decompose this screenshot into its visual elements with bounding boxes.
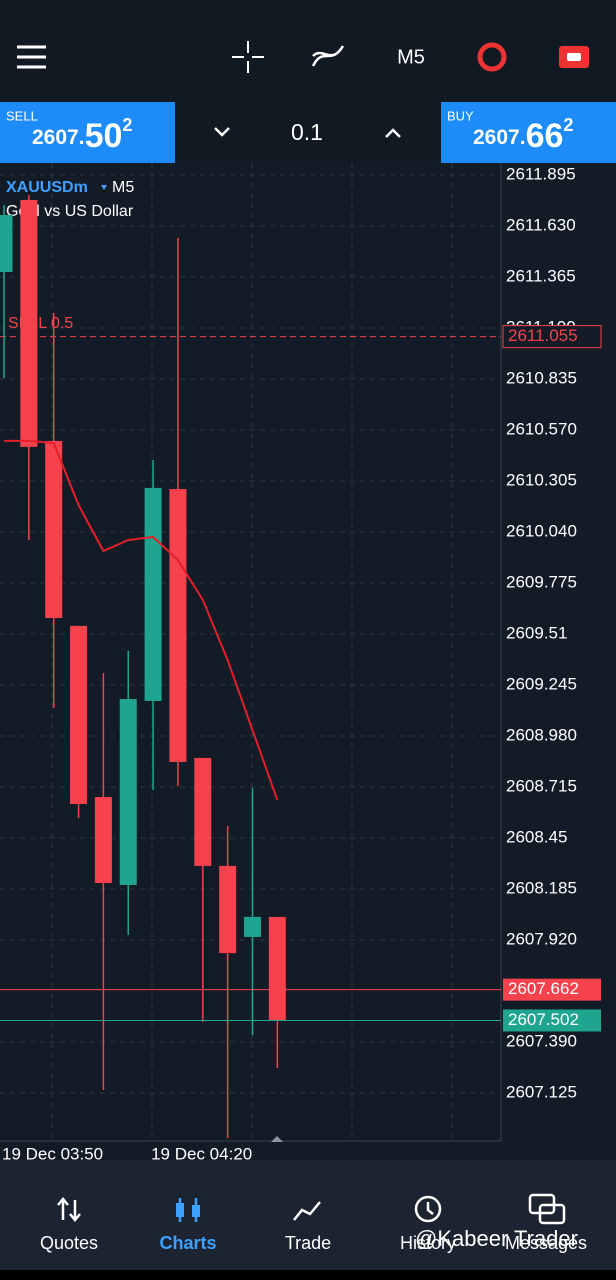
sell-button[interactable] bbox=[0, 102, 175, 163]
nav-label[interactable]: Messages bbox=[505, 1233, 587, 1253]
toolbar bbox=[17, 41, 589, 73]
scroll-marker bbox=[271, 1136, 283, 1142]
bid-price-label: 2607.502 bbox=[508, 1010, 579, 1029]
ask-price-box bbox=[503, 978, 601, 1001]
symbol-description: Gold vs US Dollar bbox=[6, 203, 134, 220]
sell-price-sup: 2 bbox=[122, 115, 132, 135]
y-tick-label: 2607.125 bbox=[506, 1083, 577, 1102]
ask-price-label: 2607.662 bbox=[508, 979, 579, 998]
history-icon bbox=[414, 1195, 442, 1223]
messages-icon bbox=[538, 1203, 566, 1225]
charts-icon-body bbox=[176, 1203, 184, 1217]
nav-label[interactable]: Charts bbox=[159, 1233, 216, 1253]
bid-price-box bbox=[503, 1009, 601, 1032]
candle-body bbox=[94, 797, 112, 884]
symbol[interactable]: XAUUSDm bbox=[6, 179, 88, 196]
candle-body bbox=[268, 916, 286, 1021]
nav-icons bbox=[57, 1193, 566, 1225]
y-tick-label: 2611.630 bbox=[506, 215, 576, 234]
trade-nav-icon bbox=[293, 1201, 321, 1221]
order-price-box bbox=[502, 325, 602, 349]
y-tick-label: 2607.390 bbox=[506, 1032, 577, 1051]
y-tick-label: 2608.185 bbox=[506, 878, 577, 897]
chart-timeframe: M5 bbox=[112, 179, 134, 196]
x-tick-label: 19 Dec 04:20 bbox=[151, 1144, 252, 1163]
y-tick-label: 2609.51 bbox=[506, 623, 567, 642]
y-tick-label: 2608.715 bbox=[506, 776, 577, 795]
y-tick-label: 2608.980 bbox=[506, 725, 577, 744]
y-tick-label: 2609.245 bbox=[506, 674, 577, 693]
y-tick-label: 2611.895 bbox=[506, 164, 576, 183]
buy-price-sup: 2 bbox=[563, 115, 573, 135]
order-icon-inner bbox=[567, 53, 581, 61]
timeframe-button[interactable]: M5 bbox=[397, 46, 425, 68]
candle-body bbox=[70, 625, 88, 804]
symbol-arrow bbox=[101, 185, 107, 190]
candle-body bbox=[144, 487, 162, 701]
sell-label: SELL bbox=[6, 108, 38, 123]
candle-body bbox=[194, 757, 212, 866]
buy-price-big: 66 bbox=[526, 117, 564, 155]
history-hands bbox=[426, 1202, 434, 1215]
y-tick-label: 2610.040 bbox=[506, 521, 577, 540]
y-tick-label: 2611.365 bbox=[506, 266, 576, 285]
candle-body bbox=[45, 440, 63, 619]
nav-labels: Quotes Charts Trade History Messages bbox=[40, 1233, 587, 1253]
order-price-label: 2611.055 bbox=[508, 326, 578, 345]
nav-label[interactable]: Trade bbox=[285, 1233, 331, 1253]
candle-body bbox=[119, 699, 137, 885]
y-tick-label: 2610.835 bbox=[506, 368, 577, 387]
menu-icon[interactable] bbox=[17, 45, 46, 69]
trade-icon[interactable] bbox=[477, 42, 507, 72]
moving-average bbox=[4, 439, 279, 801]
y-tick-label: 2610.570 bbox=[506, 419, 577, 438]
charts-icon-body bbox=[192, 1205, 200, 1217]
quotes-icon bbox=[57, 1197, 81, 1222]
buy-price-main: 2607. bbox=[473, 126, 526, 149]
candle-body bbox=[169, 489, 187, 762]
bottom-nav bbox=[0, 1160, 616, 1270]
sell-price-big: 50 bbox=[85, 117, 123, 155]
candle-body bbox=[0, 214, 13, 272]
y-tick-label: 2607.920 bbox=[506, 930, 577, 949]
order-line-label: SELL 0.5 bbox=[8, 315, 73, 332]
candle-body bbox=[20, 199, 38, 447]
sell-price: 2607.502 bbox=[32, 115, 132, 155]
buy-button[interactable] bbox=[441, 102, 616, 163]
buy-label: BUY bbox=[447, 108, 474, 123]
nav-label[interactable]: Quotes bbox=[40, 1233, 98, 1253]
x-tick-label: 19 Dec 03:50 bbox=[2, 1144, 103, 1163]
candle-body bbox=[244, 916, 261, 937]
candle-body bbox=[219, 865, 237, 954]
watermark: @Kabeer Trader bbox=[415, 1226, 578, 1251]
y-tick-label: 2608.45 bbox=[506, 827, 567, 846]
y-tick-label: 2610.305 bbox=[506, 470, 577, 489]
y-tick-label: 2609.775 bbox=[506, 572, 577, 591]
volume-arrows[interactable] bbox=[214, 127, 401, 138]
crosshair-icon[interactable] bbox=[232, 41, 264, 73]
nav-label[interactable]: History bbox=[400, 1233, 456, 1253]
indicator-icon[interactable] bbox=[311, 45, 345, 67]
buy-price: 2607.662 bbox=[473, 115, 573, 155]
sell-price-main: 2607. bbox=[32, 126, 85, 149]
volume: 0.1 bbox=[291, 119, 323, 145]
